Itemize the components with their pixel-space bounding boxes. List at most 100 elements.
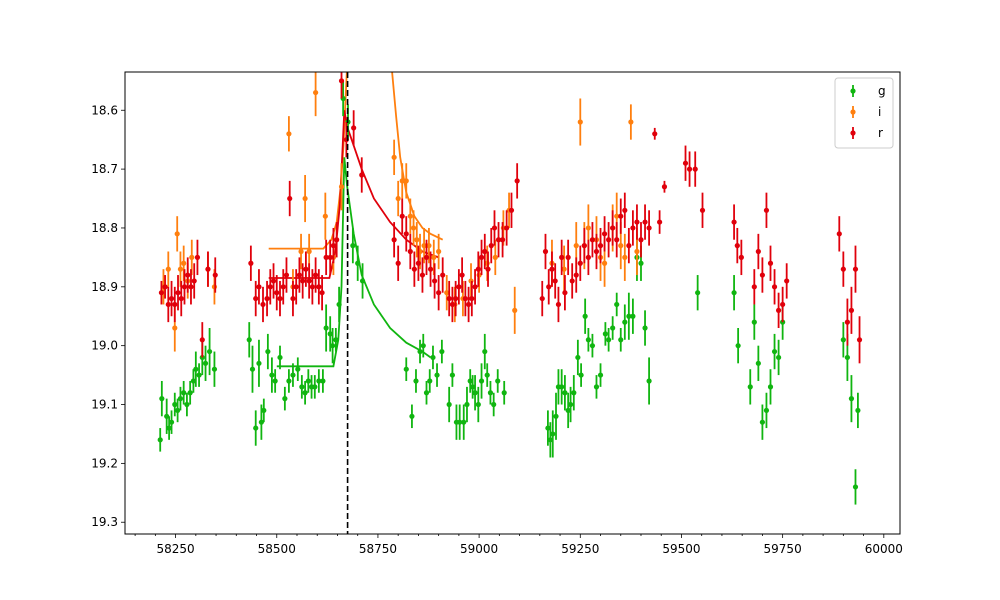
data-point-r	[565, 254, 571, 260]
data-point-g	[630, 313, 636, 319]
data-point-g	[299, 384, 305, 390]
y-tick-label: 18.6	[91, 103, 118, 117]
data-point-g	[771, 348, 778, 355]
data-point-r	[495, 237, 502, 243]
data-point-g	[482, 348, 488, 355]
data-point-g	[550, 431, 556, 437]
data-point-r	[330, 243, 337, 249]
data-point-g	[559, 384, 565, 390]
data-point-r	[274, 290, 280, 296]
data-point-i	[286, 131, 292, 137]
data-point-r	[423, 254, 430, 260]
data-point-i	[302, 195, 308, 202]
data-point-g	[545, 425, 551, 431]
data-point-r	[478, 254, 485, 260]
data-point-r	[306, 278, 312, 284]
data-point-r	[309, 284, 315, 290]
data-point-r	[188, 284, 194, 290]
data-point-g	[265, 348, 271, 355]
data-point-r	[488, 243, 494, 249]
data-point-g	[327, 331, 333, 337]
data-point-r	[419, 272, 426, 278]
data-point-i	[573, 243, 579, 249]
data-point-r	[614, 237, 620, 243]
data-point-r	[844, 319, 850, 325]
data-point-g	[751, 319, 757, 325]
data-point-r	[581, 243, 587, 249]
data-point-r	[205, 266, 211, 272]
data-point-g	[181, 390, 187, 396]
data-point-g	[763, 407, 770, 414]
x-tick-label: 58750	[359, 542, 397, 556]
data-point-g	[646, 378, 652, 384]
data-point-g	[571, 390, 577, 396]
data-point-g	[269, 372, 275, 378]
data-point-i	[391, 154, 397, 160]
data-point-i	[414, 237, 420, 243]
data-point-g	[731, 290, 737, 296]
data-point-g	[333, 337, 339, 343]
data-point-r	[181, 284, 188, 290]
data-point-i	[634, 248, 640, 255]
data-point-r	[277, 295, 283, 302]
data-point-i	[444, 290, 450, 296]
data-point-r	[162, 284, 168, 290]
data-point-r	[472, 284, 478, 290]
data-point-g	[164, 413, 170, 419]
data-point-r	[267, 284, 273, 290]
data-point-i	[181, 260, 187, 266]
data-point-r	[734, 243, 740, 249]
data-point-g	[695, 290, 701, 296]
data-point-r	[175, 290, 181, 296]
data-point-r	[199, 337, 205, 343]
data-point-r	[172, 301, 178, 308]
data-point-r	[630, 225, 636, 231]
data-point-g	[350, 243, 356, 249]
data-points	[157, 72, 863, 505]
data-point-i	[585, 225, 591, 231]
data-point-g	[355, 260, 361, 266]
data-point-r	[597, 243, 604, 249]
data-point-g	[175, 407, 181, 414]
data-point-r	[692, 166, 698, 172]
data-point-r	[642, 219, 648, 225]
x-axis: 58250 58500 58750 59000 59250 59500 59750 60000	[134, 534, 903, 556]
data-point-g	[470, 384, 476, 390]
data-point-g	[755, 360, 761, 366]
data-point-r	[212, 272, 218, 278]
data-point-g	[193, 366, 199, 372]
data-point-g	[409, 413, 415, 419]
data-point-r	[415, 260, 422, 266]
y-tick-label: 18.9	[91, 280, 118, 294]
data-point-i	[410, 225, 417, 231]
y-tick-label: 19.2	[91, 456, 118, 470]
data-point-r	[646, 225, 652, 231]
data-point-r	[303, 266, 309, 272]
x-tick-label: 59750	[764, 542, 802, 556]
data-point-g	[735, 343, 741, 349]
data-point-i	[322, 213, 328, 219]
data-point-r	[589, 237, 596, 243]
data-point-r	[661, 184, 668, 190]
data-point-r	[191, 278, 197, 284]
data-point-g	[597, 372, 604, 378]
data-point-g	[302, 390, 308, 396]
x-tick-label: 58250	[156, 542, 194, 556]
data-point-r	[436, 290, 442, 296]
data-point-r	[759, 272, 766, 278]
data-point-r	[485, 266, 491, 272]
data-point-g	[249, 366, 256, 372]
data-point-r	[287, 195, 293, 202]
data-point-r	[313, 272, 319, 278]
data-point-g	[852, 484, 859, 490]
data-point-g	[246, 337, 252, 343]
data-point-i	[614, 213, 620, 219]
data-point-g	[848, 396, 855, 402]
data-point-r	[657, 219, 663, 225]
y-tick-label: 18.7	[91, 162, 118, 176]
legend-label-g: g	[878, 84, 886, 98]
data-point-g	[211, 366, 218, 372]
data-point-r	[270, 278, 277, 284]
x-tick-label: 59250	[561, 542, 599, 556]
data-point-r	[359, 172, 365, 178]
